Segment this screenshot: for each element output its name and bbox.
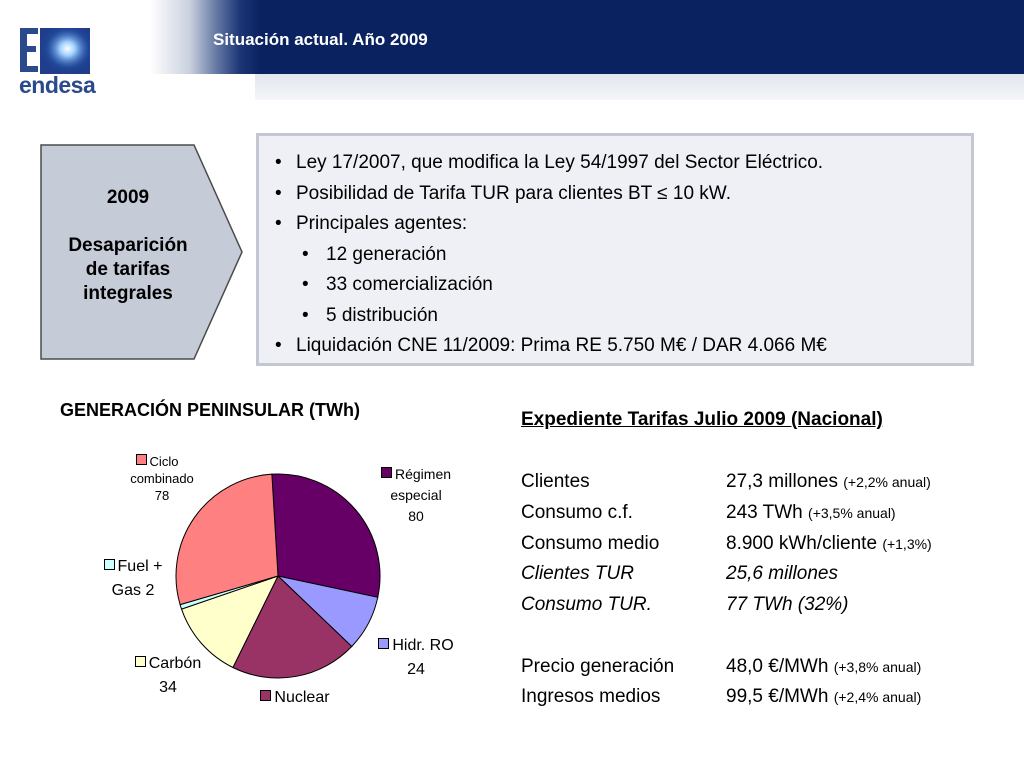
info-value: 48,0 €/MWh	[726, 656, 829, 677]
info-row: Consumo TUR. 77 TWh (32%)	[521, 594, 848, 616]
info-key: Precio generación	[521, 656, 675, 677]
slice-label: Régimen	[394, 466, 452, 482]
slice-value: 78	[154, 488, 170, 503]
info-note: (+3,5% anual)	[808, 505, 896, 521]
slice-label: Nuclear	[274, 689, 330, 706]
label-ciclo-combinado: Ciclo combinado 78	[112, 453, 212, 504]
info-key: Consumo TUR.	[521, 594, 652, 615]
year-callout-text: 2009 Desaparición de tarifas integrales	[40, 186, 216, 306]
callout-line: integrales	[83, 283, 173, 304]
info-key: Consumo c.f.	[521, 502, 633, 523]
info-value: 243 TWh	[726, 502, 803, 523]
label-fuel-gas: Fuel + Gas 2	[88, 555, 178, 603]
info-title: Expediente Tarifas Julio 2009 (Nacional)	[521, 409, 883, 430]
chart-title: GENERACIÓN PENINSULAR (TWh)	[60, 400, 360, 420]
info-row: Consumo c.f. 243 TWh (+3,5% anual)	[521, 502, 896, 524]
info-value: 77 TWh (32%)	[726, 594, 849, 615]
slice-label: combinado	[130, 471, 194, 486]
info-row: Clientes 27,3 millones (+2,2% anual)	[521, 471, 931, 493]
info-row: Clientes TUR 25,6 millones	[521, 563, 838, 585]
info-note: (+1,3%)	[882, 536, 932, 552]
callout-line: Desaparición	[68, 235, 188, 256]
info-value: 99,5 €/MWh	[726, 686, 829, 707]
callout-line: de tarifas	[85, 259, 171, 280]
info-note: (+3,8% anual)	[833, 659, 922, 675]
sub-bullet-item: 12 generación	[272, 240, 961, 271]
info-row: Precio generación 48,0 €/MWh (+3,8% anual…	[521, 656, 921, 678]
label-hidr-ro: Hidr. RO 24	[366, 634, 466, 682]
legend-swatch	[378, 638, 390, 649]
endesa-logo-icon	[20, 28, 90, 74]
sub-bullet-item: 33 comercialización	[272, 270, 961, 301]
bullet-item: Ley 17/2007, que modifica la Ley 54/1997…	[272, 148, 961, 179]
slice-label: Hidr. RO	[392, 637, 454, 654]
legend-swatch	[103, 559, 115, 570]
pie-chart	[175, 473, 381, 679]
info-value: 8.900 kWh/cliente	[726, 533, 878, 554]
info-note: (+2,2% anual)	[843, 474, 931, 490]
bullet-item: Liquidación CNE 11/2009: Prima RE 5.750 …	[272, 331, 961, 362]
callout-year: 2009	[106, 187, 150, 208]
slice-label: Fuel +	[117, 558, 163, 575]
slice-label: especial	[390, 487, 442, 503]
slice-label: Carbón	[148, 655, 202, 672]
year-callout-shape	[40, 144, 243, 360]
pie-slice-carb-n	[180, 575, 279, 669]
info-key: Clientes	[521, 471, 590, 492]
info-row: Ingresos medios 99,5 €/MWh (+2,4% anual)	[521, 686, 921, 708]
info-key: Ingresos medios	[521, 686, 661, 707]
sub-bullet-item: 5 distribución	[272, 301, 961, 332]
pie-slice-r-gimen-especial	[271, 473, 381, 598]
slice-value: 80	[408, 508, 424, 524]
header-strip	[255, 74, 1024, 100]
slice-value: 34	[159, 679, 177, 696]
bullet-item: Principales agentes:	[272, 209, 961, 240]
legend-swatch	[380, 467, 392, 478]
bullet-list: Ley 17/2007, que modifica la Ley 54/1997…	[272, 148, 961, 362]
slide-title: Situación actual. Año 2009	[213, 30, 428, 49]
bullet-box: Ley 17/2007, que modifica la Ley 54/1997…	[256, 133, 974, 366]
info-key: Clientes TUR	[521, 563, 634, 584]
legend-swatch	[134, 656, 146, 667]
info-value: 27,3 millones	[726, 471, 838, 492]
info-row: Consumo medio 8.900 kWh/cliente (+1,3%)	[521, 533, 932, 555]
slice-value: 24	[407, 661, 425, 678]
label-regimen-especial: Régimen especial 80	[366, 464, 466, 527]
header-band	[0, 0, 1024, 74]
label-nuclear: Nuclear	[240, 686, 350, 710]
info-value: 25,6 millones	[726, 563, 838, 584]
slice-label: Gas 2	[111, 582, 155, 599]
slice-label: Ciclo	[149, 454, 179, 469]
label-carbon: Carbón 34	[118, 652, 218, 700]
pie-slice-ciclo-combinado	[175, 473, 279, 606]
legend-swatch	[135, 454, 147, 465]
info-key: Consumo medio	[521, 533, 660, 554]
legend-swatch	[260, 690, 272, 701]
logo-text: endesa	[19, 72, 96, 98]
info-note: (+2,4% anual)	[833, 689, 922, 705]
bullet-item: Posibilidad de Tarifa TUR para clientes …	[272, 179, 961, 210]
pie-slice-nuclear	[232, 575, 353, 679]
